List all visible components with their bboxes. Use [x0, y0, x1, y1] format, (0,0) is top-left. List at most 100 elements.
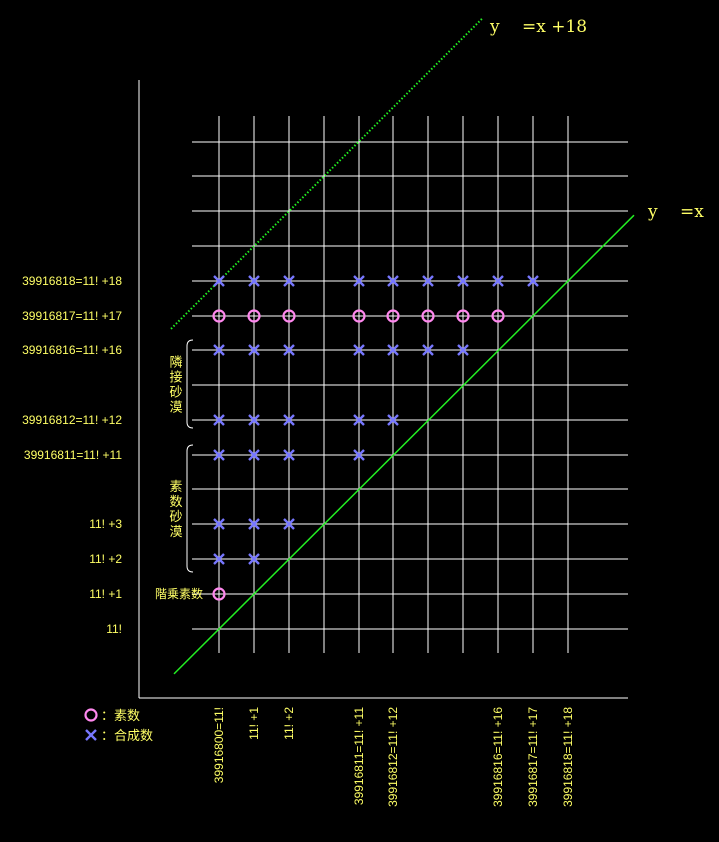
y-tick-label: 39916811=11! +11	[24, 448, 122, 462]
composite-point	[248, 414, 260, 426]
composite-point	[283, 344, 295, 356]
composite-point	[387, 275, 399, 287]
composite-stroke	[85, 729, 97, 741]
prime-point	[247, 309, 261, 323]
prime-point	[352, 309, 366, 323]
composite-point	[283, 414, 295, 426]
grid	[192, 116, 628, 653]
x-tick-label: 39916800=11!	[212, 707, 226, 783]
axes	[138, 80, 628, 699]
composite-point	[248, 553, 260, 565]
y-tick-label: 11! +2	[89, 552, 122, 566]
brace-path	[186, 339, 194, 429]
composite-stroke	[387, 275, 399, 287]
line-y-equals-x-plus-18-label: y =x +18	[489, 17, 587, 37]
composite-stroke	[387, 344, 399, 356]
brace-char: 漠	[169, 525, 182, 540]
legend-label: ：合成数	[101, 729, 153, 744]
prime-point	[421, 309, 435, 323]
y-tick-label: 39916817=11! +17	[22, 309, 122, 323]
brace-char: 砂	[169, 386, 182, 401]
composite-stroke	[353, 449, 365, 461]
composite-point	[353, 414, 365, 426]
x-tick-label: 11! +2	[282, 707, 296, 740]
composite-stroke	[283, 414, 295, 426]
y-tick-label: 39916818=11! +18	[22, 274, 122, 288]
composite-stroke	[248, 449, 260, 461]
composite-point	[248, 449, 260, 461]
composite-point	[353, 449, 365, 461]
composite-stroke	[248, 553, 260, 565]
composite-stroke	[422, 344, 434, 356]
x-tick-label: 39916817=11! +17	[526, 707, 540, 807]
composite-stroke	[353, 344, 365, 356]
composite-stroke	[353, 414, 365, 426]
composite-stroke	[457, 344, 469, 356]
brace-char: 素	[169, 480, 182, 495]
composite-point	[248, 344, 260, 356]
x-tick-labels: 39916800=11! 11! +1 11! +2 39916811=11! +11…	[212, 707, 575, 807]
line-y-equals-x-label: y =x	[647, 202, 704, 222]
prime-point	[491, 309, 505, 323]
composite-point	[492, 275, 504, 287]
brace-char: 漠	[169, 401, 182, 416]
composite-point	[213, 344, 225, 356]
y-tick-label: 39916812=11! +12	[22, 413, 122, 427]
composite-stroke	[283, 344, 295, 356]
composite-stroke	[353, 275, 365, 287]
composite-stroke	[283, 449, 295, 461]
composite-point	[457, 275, 469, 287]
line-y-equals-x	[173, 214, 635, 675]
composite-point	[387, 344, 399, 356]
prime-point	[212, 309, 226, 323]
legend: ：素数 ：合成数	[84, 708, 153, 744]
x-tick-label: 39916816=11! +16	[491, 707, 505, 807]
composite-stroke	[422, 275, 434, 287]
composite-point	[353, 344, 365, 356]
composite-point	[527, 275, 539, 287]
brace-char: 砂	[169, 510, 182, 525]
brace-char: 隣	[169, 355, 182, 371]
y-tick-label: 11! +1	[89, 587, 122, 601]
diagonal-lines: y =x y =x +18	[170, 17, 704, 675]
prime-point	[282, 309, 296, 323]
composite-point	[213, 275, 225, 287]
composite-point	[213, 553, 225, 565]
composite-point	[213, 518, 225, 530]
factorial-prime-label: 階乗素数	[155, 586, 203, 601]
composite-stroke	[213, 553, 225, 565]
composite-stroke	[387, 414, 399, 426]
composite-point	[387, 414, 399, 426]
composite-stroke	[248, 344, 260, 356]
prime-point	[386, 309, 400, 323]
data-points	[212, 275, 539, 601]
composite-stroke	[248, 275, 260, 287]
brace-char: 数	[169, 495, 182, 510]
composite-stroke	[283, 275, 295, 287]
y-tick-label: 11!	[106, 622, 122, 636]
composite-stroke	[248, 518, 260, 530]
brace-char: 接	[169, 370, 182, 386]
composite-point	[457, 344, 469, 356]
composite-point	[213, 449, 225, 461]
y-tick-labels: 11! 11! +1 11! +2 11! +3 39916811=11! +11 399…	[22, 274, 122, 636]
composite-stroke	[248, 414, 260, 426]
legend-marker	[85, 729, 97, 741]
composite-point	[283, 449, 295, 461]
y-tick-label: 11! +3	[89, 517, 122, 531]
brace-path	[186, 444, 194, 573]
prime-point	[456, 309, 470, 323]
composite-point	[248, 275, 260, 287]
y-tick-label: 39916816=11! +16	[22, 343, 122, 357]
composite-point	[422, 344, 434, 356]
composite-stroke	[527, 275, 539, 287]
x-tick-label: 39916818=11! +18	[561, 707, 575, 807]
composite-stroke	[213, 414, 225, 426]
composite-point	[213, 414, 225, 426]
x-tick-label: 39916812=11! +12	[386, 707, 400, 807]
prime-point	[212, 587, 226, 601]
